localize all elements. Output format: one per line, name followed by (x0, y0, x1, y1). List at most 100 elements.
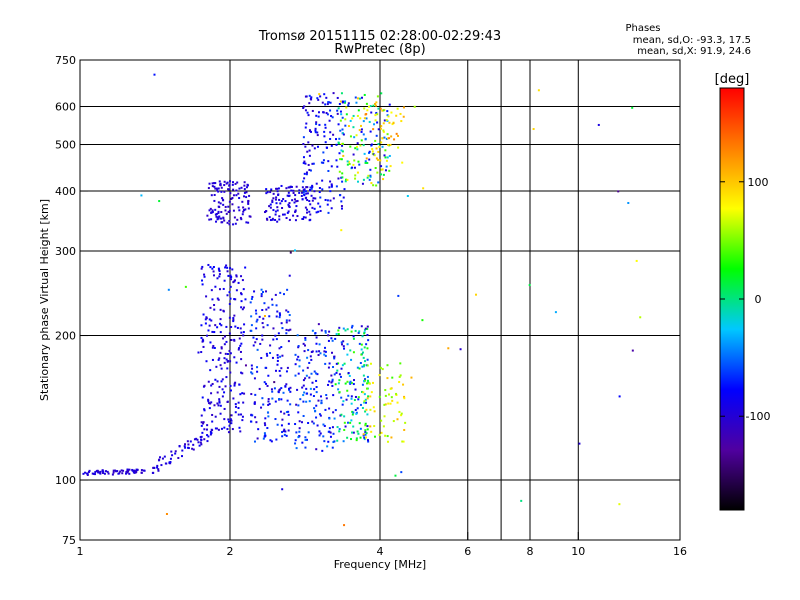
data-point (220, 190, 223, 193)
data-point (358, 129, 361, 132)
data-point (270, 188, 273, 191)
data-point (355, 101, 358, 104)
data-point (355, 145, 358, 148)
data-point (306, 208, 309, 211)
data-point (294, 353, 297, 356)
data-point (356, 407, 359, 410)
data-point (232, 320, 235, 323)
data-point (358, 330, 361, 333)
data-point (340, 92, 343, 95)
data-point (224, 205, 227, 208)
data-point (383, 403, 386, 406)
data-point (280, 387, 283, 390)
data-point (234, 381, 237, 384)
data-point (218, 268, 221, 271)
data-point (387, 137, 390, 140)
data-point (341, 180, 344, 183)
data-point (265, 192, 268, 195)
data-point (296, 199, 299, 202)
data-point (233, 382, 236, 385)
data-point (323, 350, 326, 353)
data-point (335, 138, 338, 141)
data-point (333, 357, 336, 360)
data-point (360, 348, 363, 351)
data-point (388, 137, 391, 140)
data-point (287, 310, 290, 313)
data-point (230, 414, 233, 417)
data-point (403, 395, 406, 398)
data-point (225, 325, 228, 328)
data-point (341, 172, 344, 175)
data-point (207, 380, 210, 383)
data-point (226, 367, 229, 370)
data-point (126, 471, 129, 474)
data-point (345, 113, 348, 116)
data-point (380, 125, 383, 128)
data-point (238, 347, 241, 350)
data-point (337, 329, 340, 332)
data-point (344, 382, 347, 385)
data-point (156, 466, 159, 469)
data-point (380, 431, 383, 434)
data-point (277, 193, 280, 196)
data-point (317, 399, 320, 402)
data-point (272, 197, 275, 200)
data-point (301, 386, 304, 389)
data-point (266, 427, 269, 430)
data-point (234, 403, 237, 406)
data-point (208, 318, 211, 321)
data-point (329, 190, 332, 193)
data-point (226, 221, 229, 224)
data-point (251, 414, 254, 417)
data-point (220, 347, 223, 350)
data-point (324, 362, 327, 365)
data-point (403, 397, 406, 400)
data-point (218, 357, 221, 360)
data-point (356, 430, 359, 433)
data-point (305, 171, 308, 174)
data-point (351, 431, 354, 434)
data-point (227, 205, 230, 208)
data-point (263, 422, 266, 425)
chart-subtitle: RwPretec (8p) (334, 42, 425, 57)
data-point (217, 210, 220, 213)
data-point (265, 290, 268, 293)
data-point (413, 105, 416, 108)
data-point (243, 191, 246, 194)
data-point (311, 185, 314, 188)
data-point (271, 217, 274, 220)
data-point (231, 181, 234, 184)
data-point (344, 100, 347, 103)
y-tick-label: 75 (62, 534, 76, 547)
data-point (338, 137, 341, 140)
data-point (369, 362, 372, 365)
data-point (260, 295, 263, 298)
data-point (337, 382, 340, 385)
data-point (202, 422, 205, 425)
data-point (228, 219, 231, 222)
data-point (91, 472, 94, 475)
data-point (388, 121, 391, 124)
data-point (236, 326, 239, 329)
data-point (321, 188, 324, 191)
data-point (243, 323, 246, 326)
data-point (288, 194, 291, 197)
data-point (364, 160, 367, 163)
data-point (319, 95, 322, 98)
data-point (209, 207, 212, 210)
data-point (268, 205, 271, 208)
data-point (363, 401, 366, 404)
data-point (329, 137, 332, 140)
data-point (315, 372, 318, 375)
data-point (220, 380, 223, 383)
x-tick-label: 10 (571, 545, 585, 558)
data-point (389, 143, 392, 146)
data-point (115, 470, 118, 473)
data-point (247, 201, 250, 204)
data-point (266, 354, 269, 357)
data-point (219, 182, 222, 185)
data-point (367, 174, 370, 177)
data-point (260, 288, 263, 291)
data-point (330, 185, 333, 188)
data-point (226, 428, 229, 431)
